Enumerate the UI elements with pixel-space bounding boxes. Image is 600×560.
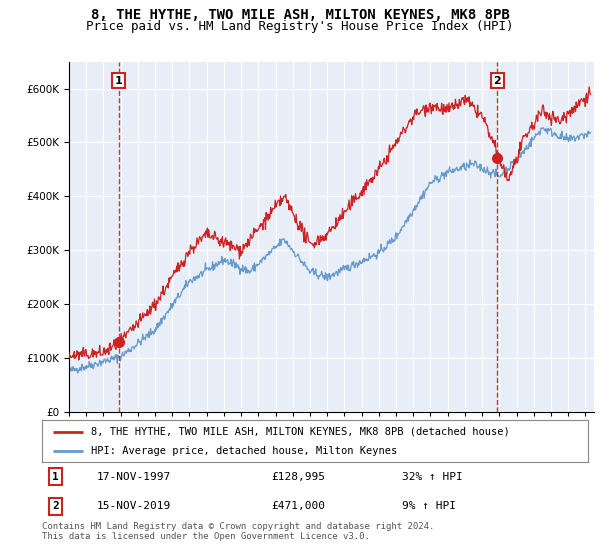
Text: £471,000: £471,000 [271, 501, 325, 511]
Text: 1: 1 [52, 472, 59, 482]
Text: 2: 2 [493, 76, 501, 86]
Text: 1: 1 [115, 76, 122, 86]
Text: 9% ↑ HPI: 9% ↑ HPI [403, 501, 457, 511]
Text: 17-NOV-1997: 17-NOV-1997 [97, 472, 171, 482]
Text: 2: 2 [52, 501, 59, 511]
Text: Price paid vs. HM Land Registry's House Price Index (HPI): Price paid vs. HM Land Registry's House … [86, 20, 514, 32]
Text: 8, THE HYTHE, TWO MILE ASH, MILTON KEYNES, MK8 8PB (detached house): 8, THE HYTHE, TWO MILE ASH, MILTON KEYNE… [91, 427, 510, 437]
Text: HPI: Average price, detached house, Milton Keynes: HPI: Average price, detached house, Milt… [91, 446, 397, 456]
Text: 32% ↑ HPI: 32% ↑ HPI [403, 472, 463, 482]
Text: £128,995: £128,995 [271, 472, 325, 482]
Text: Contains HM Land Registry data © Crown copyright and database right 2024.
This d: Contains HM Land Registry data © Crown c… [42, 522, 434, 542]
Text: 15-NOV-2019: 15-NOV-2019 [97, 501, 171, 511]
Text: 8, THE HYTHE, TWO MILE ASH, MILTON KEYNES, MK8 8PB: 8, THE HYTHE, TWO MILE ASH, MILTON KEYNE… [91, 8, 509, 22]
